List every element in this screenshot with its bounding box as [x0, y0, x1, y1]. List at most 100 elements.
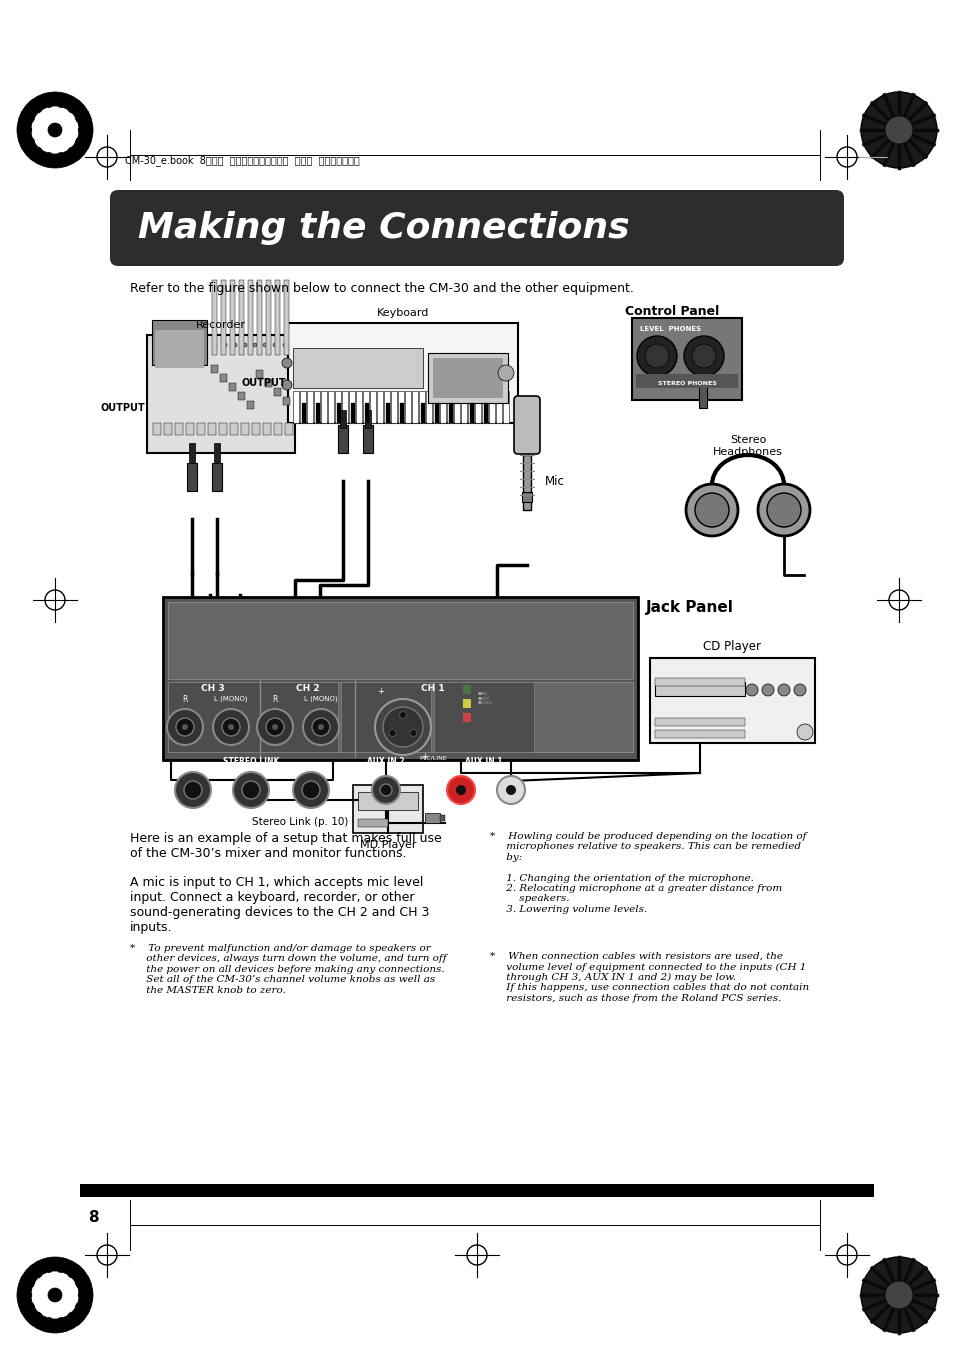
Circle shape [282, 358, 292, 367]
Bar [80, 1183, 873, 1197]
Bar [263, 423, 271, 435]
Bar [365, 403, 369, 423]
Circle shape [263, 343, 267, 347]
Bar [655, 717, 744, 725]
Circle shape [30, 105, 79, 154]
Circle shape [174, 771, 211, 808]
Bar [213, 443, 220, 463]
Bar [237, 392, 245, 400]
Circle shape [203, 343, 207, 347]
Circle shape [637, 336, 677, 376]
Text: Jack Panel: Jack Panel [645, 600, 733, 615]
Bar [636, 374, 738, 388]
Circle shape [884, 1281, 912, 1309]
Circle shape [399, 712, 406, 719]
Circle shape [30, 1271, 79, 1319]
Circle shape [272, 724, 277, 730]
Bar [256, 280, 262, 355]
Circle shape [293, 771, 329, 808]
Circle shape [48, 123, 62, 136]
Text: L (MONO): L (MONO) [304, 694, 337, 701]
Bar [285, 423, 293, 435]
Bar [462, 698, 471, 708]
Bar [489, 390, 495, 423]
Text: +: + [349, 771, 356, 782]
Circle shape [375, 698, 431, 755]
Bar [293, 349, 422, 388]
Bar [521, 492, 532, 503]
Circle shape [253, 343, 256, 347]
Bar [522, 455, 531, 509]
Circle shape [17, 1256, 92, 1333]
Bar [424, 813, 439, 823]
Circle shape [685, 484, 738, 536]
Circle shape [796, 724, 812, 740]
Text: Keyboard: Keyboard [376, 308, 429, 317]
FancyBboxPatch shape [110, 190, 843, 266]
Circle shape [243, 343, 247, 347]
Bar [168, 682, 633, 753]
Bar [434, 682, 534, 753]
Bar [152, 423, 161, 435]
Text: Stereo Link (p. 10): Stereo Link (p. 10) [252, 817, 348, 827]
Text: +: + [377, 688, 384, 696]
Bar [168, 603, 633, 680]
Text: CH 2: CH 2 [295, 684, 319, 693]
Bar [349, 390, 355, 423]
Text: L (MONO): L (MONO) [214, 694, 248, 701]
Bar [468, 390, 474, 423]
Bar [339, 409, 346, 428]
Circle shape [456, 785, 465, 794]
Circle shape [497, 365, 514, 381]
Text: *    When connection cables with resistors are used, the
     volume level of eq: * When connection cables with resistors … [490, 952, 808, 1002]
Bar [248, 280, 253, 355]
Bar [255, 370, 263, 378]
Circle shape [184, 781, 202, 798]
Circle shape [382, 707, 422, 747]
Circle shape [48, 1288, 62, 1302]
Circle shape [761, 684, 773, 696]
Text: *    To prevent malfunction and/or damage to speakers or
     other devices, alw: * To prevent malfunction and/or damage t… [130, 944, 446, 994]
Text: R: R [182, 694, 188, 704]
Bar [221, 280, 226, 355]
Bar [399, 403, 403, 423]
Circle shape [223, 343, 227, 347]
Circle shape [884, 116, 912, 145]
Bar [386, 403, 390, 423]
Bar [699, 378, 706, 408]
Text: +: + [449, 771, 456, 782]
Bar [337, 426, 348, 453]
Bar [418, 390, 424, 423]
Circle shape [163, 343, 167, 347]
Bar [353, 785, 422, 834]
Circle shape [152, 343, 157, 347]
Text: Making the Connections: Making the Connections [138, 211, 629, 245]
Bar [481, 390, 488, 423]
Text: A mic is input to CH 1, which accepts mic level
input. Connect a keyboard, recor: A mic is input to CH 1, which accepts mi… [130, 875, 429, 934]
Bar [700, 358, 704, 378]
Bar [335, 390, 340, 423]
Bar [631, 317, 741, 400]
Bar [357, 792, 417, 811]
Circle shape [691, 345, 716, 367]
Text: Here is an example of a setup that makes full use
of the CM-30’s mixer and monit: Here is an example of a setup that makes… [130, 832, 441, 861]
Bar [293, 390, 298, 423]
Bar [174, 423, 183, 435]
Bar [470, 403, 474, 423]
Circle shape [172, 343, 177, 347]
Bar [208, 423, 215, 435]
Bar [284, 280, 289, 355]
Circle shape [228, 724, 233, 730]
Text: OUTPUT: OUTPUT [241, 378, 286, 388]
Bar [412, 390, 417, 423]
Bar [370, 390, 375, 423]
Bar [247, 401, 253, 409]
Bar [307, 390, 313, 423]
Text: R: R [458, 809, 463, 815]
Bar [462, 713, 471, 721]
Circle shape [410, 730, 416, 736]
Circle shape [302, 781, 319, 798]
Circle shape [17, 92, 92, 168]
Text: STEREO LINK: STEREO LINK [223, 757, 279, 766]
Bar [363, 426, 373, 453]
